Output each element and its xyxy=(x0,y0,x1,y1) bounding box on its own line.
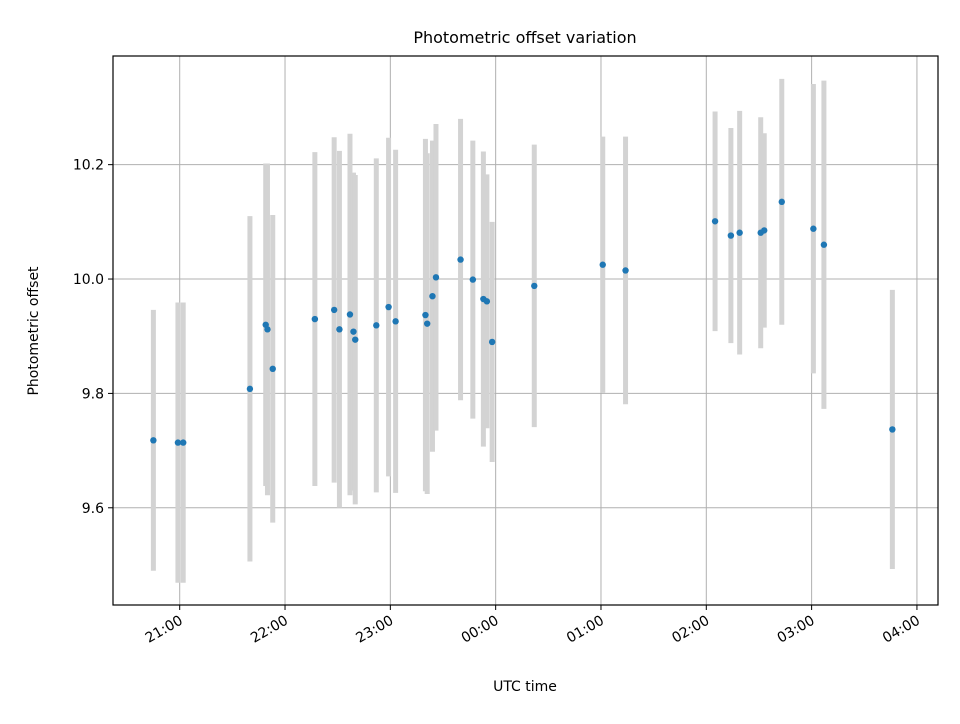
y-tick-label: 9.6 xyxy=(82,501,104,517)
data-point xyxy=(469,276,477,283)
data-point xyxy=(424,320,431,327)
y-axis-label: Photometric offset xyxy=(26,266,42,396)
chart-title: Photometric offset variation xyxy=(413,28,636,47)
y-tick-label: 10.0 xyxy=(73,272,104,288)
data-point xyxy=(350,328,357,335)
data-point xyxy=(373,322,380,329)
data-point xyxy=(711,218,719,225)
data-point xyxy=(346,311,354,318)
x-axis-label: UTC time xyxy=(493,679,557,695)
data-point xyxy=(599,261,606,268)
data-points xyxy=(150,198,896,446)
data-point xyxy=(352,336,359,343)
data-point xyxy=(311,315,319,323)
data-point xyxy=(457,256,464,263)
data-point xyxy=(385,303,392,311)
data-point xyxy=(174,439,182,446)
plot-frame xyxy=(112,55,939,606)
data-point xyxy=(761,227,768,234)
data-point xyxy=(180,439,187,446)
data-point xyxy=(432,274,440,281)
y-tick-label: 9.8 xyxy=(82,386,104,402)
data-point xyxy=(422,311,429,319)
data-point xyxy=(488,338,496,346)
data-point xyxy=(820,241,828,248)
data-point xyxy=(330,306,338,314)
data-point xyxy=(392,318,399,325)
data-point xyxy=(727,232,735,239)
data-point xyxy=(264,326,271,333)
data-point xyxy=(269,365,276,373)
data-point xyxy=(246,385,254,393)
data-point xyxy=(810,225,817,232)
y-tick-label: 10.2 xyxy=(73,158,104,174)
data-point xyxy=(531,282,538,290)
data-point xyxy=(150,437,157,444)
data-point xyxy=(889,426,896,433)
data-point xyxy=(736,229,743,236)
data-point xyxy=(429,292,436,300)
y-axis-ticks: 9.6 9.8 10.0 10.2 xyxy=(73,158,113,517)
data-point xyxy=(778,198,785,206)
data-point xyxy=(336,326,343,333)
data-point xyxy=(622,267,629,274)
data-point xyxy=(483,298,491,305)
